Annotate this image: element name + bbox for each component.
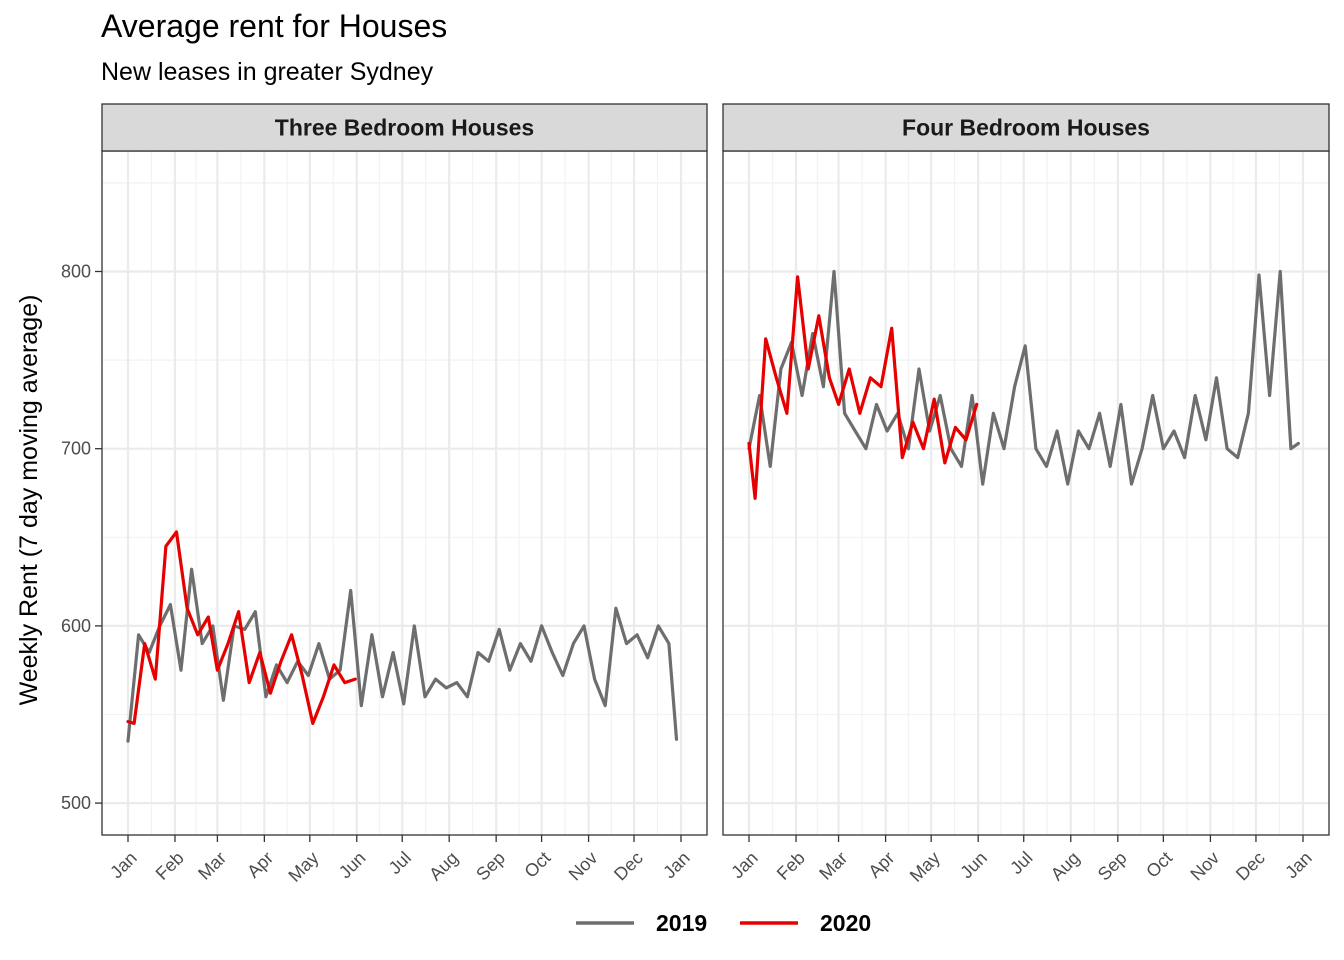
- legend-label-2019: 2019: [656, 910, 707, 936]
- series-line-2020: [126, 530, 357, 726]
- x-tick-label: Aug: [1047, 848, 1084, 885]
- panel-four-bedroom: Four Bedroom Houses Jan Feb Mar Apr May Jun Jul…: [722, 103, 1330, 886]
- panel-background: [723, 151, 1329, 835]
- y-axis-label: Weekly Rent (7 day moving average): [15, 295, 43, 706]
- y-tick-label: 700: [61, 439, 91, 459]
- x-tick-label: Feb: [152, 848, 188, 884]
- x-tick-label: May: [284, 848, 322, 886]
- x-tick-label: Jun: [335, 848, 370, 883]
- x-tick-label: Apr: [243, 848, 277, 882]
- x-tick-label: Oct: [1142, 848, 1176, 882]
- x-tick-label: May: [906, 848, 944, 886]
- legend-label-2020: 2020: [820, 910, 871, 936]
- legend: 2019 2020: [576, 910, 871, 936]
- chart-subtitle: New leases in greater Sydney: [101, 58, 434, 86]
- series-line-2019: [747, 269, 1301, 486]
- x-tick-label: Mar: [815, 848, 851, 884]
- x-tick-label: Apr: [864, 848, 898, 882]
- x-tick-label: Jan: [1281, 848, 1316, 883]
- x-tick-label: Oct: [520, 848, 554, 882]
- series-line-2019: [126, 567, 679, 743]
- facet-strip: [101, 103, 708, 152]
- x-tick-label: Jul: [385, 848, 415, 878]
- series-line-2020: [747, 275, 979, 500]
- x-tick-label: Jan: [106, 848, 141, 883]
- x-tick-label: Dec: [610, 848, 647, 885]
- x-tick-label: Dec: [1232, 848, 1269, 885]
- facet-strip: [722, 103, 1330, 152]
- x-tick-label: Jan: [659, 848, 694, 883]
- facet-strip-label: Four Bedroom Houses: [902, 115, 1150, 141]
- x-tick-label: Nov: [1186, 848, 1223, 885]
- chart-title: Average rent for Houses: [101, 8, 448, 44]
- facet-strip-label: Three Bedroom Houses: [275, 115, 534, 141]
- x-tick-label: Jun: [956, 848, 991, 883]
- x-tick-label: Feb: [773, 848, 809, 884]
- x-tick-label: Aug: [425, 848, 462, 885]
- y-tick-label: 800: [61, 261, 91, 281]
- x-tick-label: Jul: [1006, 848, 1036, 878]
- x-tick-label: Sep: [1094, 848, 1131, 885]
- x-tick-label: Mar: [194, 848, 230, 884]
- y-tick-label: 500: [61, 793, 91, 813]
- panel-three-bedroom: Three Bedroom Houses Jan Feb Mar Apr May Jun Ju…: [61, 103, 708, 886]
- y-tick-label: 600: [61, 616, 91, 636]
- x-tick-label: Jan: [727, 848, 762, 883]
- x-tick-label: Nov: [565, 848, 602, 885]
- x-tick-label: Sep: [472, 848, 509, 885]
- panel-background: [102, 151, 707, 835]
